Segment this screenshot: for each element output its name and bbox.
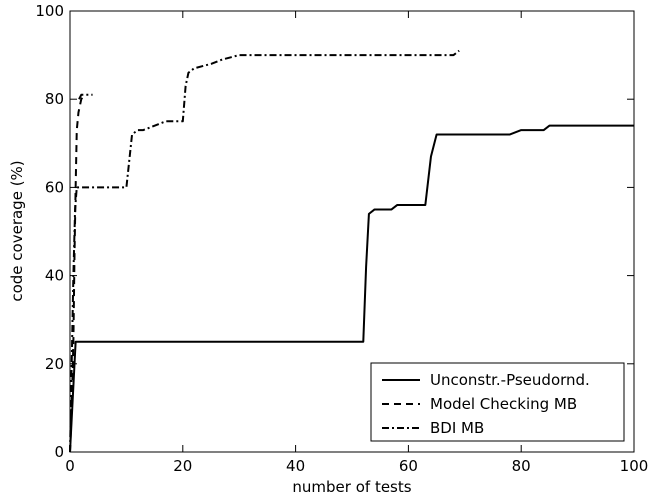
x-tick-label: 0 (65, 457, 75, 475)
tick-labels: 0 20 40 60 80 100 0 20 40 60 80 100 (35, 2, 648, 475)
x-tick-label: 100 (620, 457, 649, 475)
y-tick-label: 60 (45, 178, 64, 196)
x-axis-label: number of tests (292, 478, 411, 496)
legend-label-unconstr: Unconstr.-Pseudornd. (430, 371, 590, 389)
legend: Unconstr.-Pseudornd. Model Checking MB B… (370, 362, 625, 442)
y-tick-label: 20 (45, 355, 64, 373)
series-line-4 (78, 93, 93, 100)
y-axis-label: code coverage (%) (8, 160, 26, 301)
y-tick-label: 80 (45, 90, 64, 108)
y-tick-label: 0 (54, 443, 64, 461)
legend-label-bdi: BDI MB (430, 419, 484, 437)
series-line-3 (69, 49, 460, 453)
x-tick-label: 80 (512, 457, 531, 475)
series-lines (69, 49, 634, 453)
x-tick-label: 40 (286, 457, 305, 475)
x-tick-label: 60 (399, 457, 418, 475)
y-tick-label: 40 (45, 267, 64, 285)
axis-ticks (69, 10, 635, 453)
legend-label-model-checking: Model Checking MB (430, 395, 577, 413)
y-tick-label: 100 (35, 2, 64, 20)
series-line-1 (69, 124, 634, 453)
x-tick-label: 20 (173, 457, 192, 475)
